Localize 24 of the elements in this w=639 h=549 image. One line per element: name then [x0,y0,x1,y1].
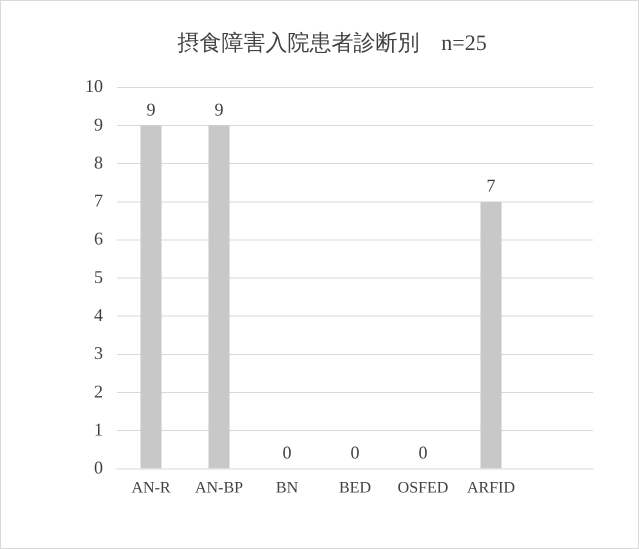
x-tick-label: ARFID [466,480,516,497]
y-tick-label: 7 [94,190,103,211]
y-tick-label: 2 [94,381,103,402]
x-tick-label: AN-R [131,480,171,497]
y-tick-label: 9 [94,114,103,134]
chart-title: 摂食障害入院患者診断別 n=25 [177,30,487,55]
y-tick-label: 5 [94,266,103,287]
y-tick-label: 0 [94,458,103,478]
y-tick-label: 10 [85,76,103,96]
x-tick-label: OSFED [398,480,448,497]
data-label: 0 [350,442,360,463]
x-tick-label: AN-BP [194,480,244,497]
x-tick-label: BED [339,480,371,497]
data-label: 9 [214,99,224,120]
x-tick-label: BN [276,480,299,497]
data-label: 9 [146,99,156,120]
y-tick-label: 4 [94,304,103,325]
data-label: 0 [282,442,292,463]
data-label: 0 [418,442,428,463]
y-tick-label: 6 [94,228,103,249]
y-tick-label: 3 [94,343,103,364]
data-label: 7 [486,176,496,196]
y-tick-label: 1 [94,419,103,440]
y-tick-label: 8 [94,152,103,172]
